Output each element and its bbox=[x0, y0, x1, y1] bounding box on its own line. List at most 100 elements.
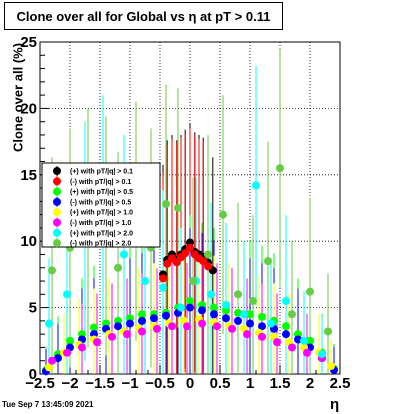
legend: (+) with pT/|q| > 0.1 (-) with pT/|q| > 0… bbox=[41, 162, 161, 249]
data-point bbox=[288, 310, 296, 319]
data-point bbox=[120, 250, 128, 259]
legend-marker bbox=[53, 228, 61, 237]
data-point bbox=[162, 200, 170, 209]
data-point bbox=[207, 290, 215, 299]
data-point bbox=[189, 277, 197, 286]
x-tick-label: 0.5 bbox=[210, 375, 231, 392]
data-point bbox=[318, 350, 326, 359]
legend-label: (-) with pT/|q| > 1.0 bbox=[70, 220, 131, 227]
legend-marker bbox=[53, 197, 61, 206]
data-point bbox=[222, 314, 230, 323]
data-point bbox=[63, 348, 71, 357]
x-tick-label: −1 bbox=[121, 375, 138, 392]
x-tick-label: −2.5 bbox=[25, 375, 55, 392]
data-point bbox=[162, 311, 170, 320]
data-point bbox=[228, 324, 236, 333]
y-tick-label: 0 bbox=[29, 366, 37, 383]
data-point bbox=[282, 330, 290, 339]
data-point bbox=[276, 164, 284, 173]
axis-ticks: −2.5 −2 −1.5 −1 −0.5 0 0.5 1 1.5 2 2.5 0 5 10 15 20 25 bbox=[20, 34, 350, 392]
data-point bbox=[252, 181, 260, 190]
data-point bbox=[78, 343, 86, 352]
timestamp: Tue Sep 7 13:45:09 2021 bbox=[2, 400, 94, 409]
x-tick-label: −2 bbox=[61, 375, 78, 392]
data-point bbox=[324, 327, 332, 336]
x-tick-label: 1.5 bbox=[270, 375, 291, 392]
data-point bbox=[93, 338, 101, 347]
x-tick-label: 0 bbox=[186, 375, 194, 392]
data-point bbox=[234, 290, 242, 299]
data-point bbox=[300, 336, 308, 345]
data-point bbox=[66, 336, 74, 345]
y-axis-label: Clone over all (%) bbox=[10, 42, 26, 153]
data-point bbox=[138, 310, 146, 319]
data-point bbox=[213, 322, 221, 331]
data-point bbox=[123, 330, 131, 339]
data-point bbox=[163, 259, 172, 268]
data-point bbox=[294, 335, 302, 344]
data-point bbox=[258, 332, 266, 341]
data-point bbox=[204, 262, 212, 271]
data-point bbox=[138, 316, 146, 325]
legend-marker bbox=[53, 208, 61, 217]
y-tick-label: 20 bbox=[20, 100, 37, 117]
data-point bbox=[198, 306, 206, 315]
data-point bbox=[114, 263, 122, 272]
data-point bbox=[183, 322, 191, 331]
data-point bbox=[174, 204, 182, 212]
y-tick-label: 15 bbox=[20, 167, 37, 184]
data-point bbox=[246, 310, 254, 319]
data-point bbox=[177, 303, 185, 312]
data-point bbox=[327, 362, 335, 371]
data-point bbox=[153, 324, 161, 333]
x-tick-label: 2.5 bbox=[330, 375, 351, 392]
legend-box bbox=[41, 162, 161, 248]
data-point bbox=[282, 296, 290, 305]
data-point bbox=[204, 250, 212, 259]
legend-label: (+) with pT/|q| > 2.0 bbox=[70, 230, 133, 237]
data-point bbox=[199, 257, 208, 266]
data-point bbox=[234, 316, 242, 325]
data-point bbox=[198, 319, 206, 328]
data-point bbox=[240, 310, 248, 319]
legend-marker bbox=[53, 177, 61, 186]
legend-label: (-) with pT/|q| > 2.0 bbox=[70, 241, 131, 248]
legend-label: (-) with pT/|q| > 0.1 bbox=[70, 179, 131, 186]
data-point bbox=[306, 336, 314, 345]
data-point bbox=[258, 322, 266, 331]
data-point bbox=[114, 322, 122, 331]
data-points bbox=[42, 164, 338, 376]
data-point bbox=[288, 343, 296, 352]
data-point bbox=[141, 277, 149, 286]
data-point bbox=[210, 310, 218, 319]
data-point bbox=[222, 300, 230, 309]
data-point bbox=[159, 274, 167, 283]
data-point bbox=[150, 314, 158, 323]
data-point bbox=[48, 356, 56, 365]
data-point bbox=[264, 257, 272, 266]
x-tick-label: 1 bbox=[246, 375, 254, 392]
data-point bbox=[234, 308, 242, 317]
legend-label: (+) with pT/|q| > 0.5 bbox=[70, 189, 133, 196]
data-point bbox=[243, 330, 251, 339]
legend-label: (+) with pT/|q| > 0.1 bbox=[70, 169, 133, 176]
chart-title: Clone over all for Global vs η at pT > 0… bbox=[4, 2, 283, 30]
data-point bbox=[45, 319, 53, 328]
data-point bbox=[168, 322, 176, 331]
data-point bbox=[186, 303, 194, 312]
legend-marker bbox=[53, 187, 61, 196]
legend-label: (-) with pT/|q| > 0.5 bbox=[70, 199, 131, 206]
data-point bbox=[282, 322, 290, 331]
x-tick-label: 2 bbox=[306, 375, 314, 392]
y-tick-label: 10 bbox=[20, 233, 37, 250]
data-point bbox=[267, 319, 275, 328]
data-point bbox=[186, 243, 194, 252]
legend-marker bbox=[53, 218, 61, 227]
data-point bbox=[90, 323, 98, 332]
x-tick-label: −1.5 bbox=[85, 375, 115, 392]
data-point bbox=[219, 210, 227, 219]
data-point bbox=[246, 319, 254, 328]
data-point bbox=[273, 338, 281, 347]
x-axis-label: η bbox=[330, 396, 340, 413]
